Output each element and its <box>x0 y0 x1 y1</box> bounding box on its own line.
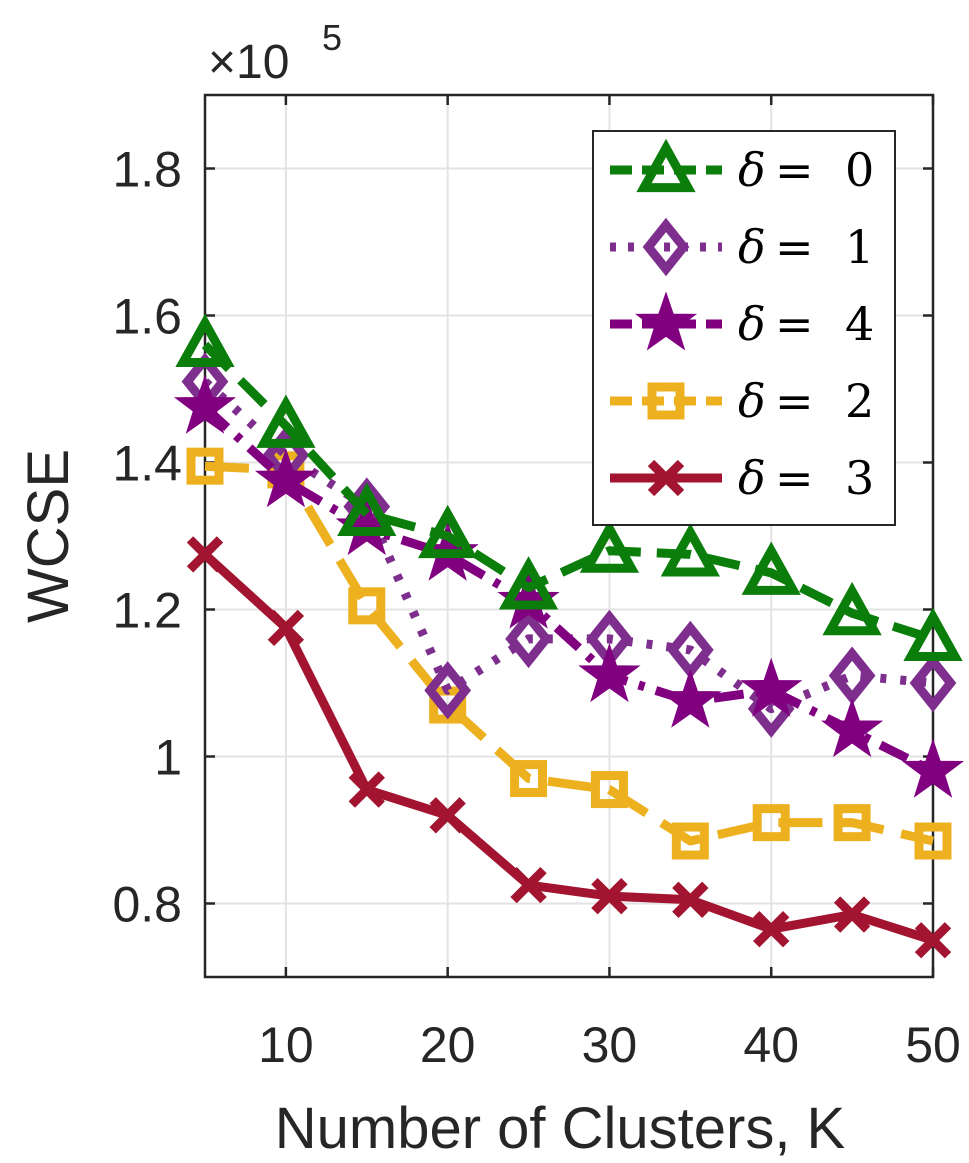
y-multiplier-label: ×10 <box>208 36 289 89</box>
legend-equals: = <box>775 220 814 274</box>
legend-marker <box>647 382 685 420</box>
data-point-marker <box>740 657 803 717</box>
data-point-marker <box>348 587 386 625</box>
legend-symbol: δ <box>738 220 766 274</box>
series-line <box>201 341 935 644</box>
data-point-marker <box>510 760 548 798</box>
data-point-marker <box>914 922 952 959</box>
legend-equals: = <box>775 143 814 197</box>
y-tick-label: 1.2 <box>112 583 182 639</box>
x-tick-label: 20 <box>420 1017 476 1073</box>
legend-entry: δ = 0 <box>610 138 874 197</box>
legend: δ = 0δ = 1δ = 4δ = 2δ = 3 <box>592 130 896 526</box>
data-point-marker <box>821 698 884 758</box>
x-axis-title: Number of Clusters, K <box>275 1096 846 1161</box>
y-axis-title: WCSE <box>16 449 81 623</box>
data-point-marker <box>256 394 316 448</box>
y-tick-label: 0.8 <box>112 877 182 933</box>
legend-equals: = <box>775 297 814 351</box>
legend-symbol: δ <box>738 297 766 351</box>
data-point-marker <box>186 536 224 573</box>
legend-symbol: δ <box>738 374 766 428</box>
legend-entry: δ = 4 <box>610 291 874 351</box>
data-point-marker <box>822 581 882 636</box>
data-point-marker <box>753 911 790 948</box>
data-point-marker <box>591 877 628 915</box>
data-point-marker <box>828 646 876 705</box>
x-tick-label: 10 <box>258 1017 314 1073</box>
data-point-marker <box>659 668 722 728</box>
legend-entry: δ = 2 <box>610 374 874 428</box>
data-point-marker <box>833 896 871 933</box>
data-point-marker <box>418 504 478 559</box>
plot-area-frame <box>203 93 935 979</box>
data-point-marker <box>671 822 709 860</box>
data-point-marker <box>579 519 640 573</box>
legend-value: 1 <box>845 220 874 274</box>
y-multiplier-exponent: 5 <box>322 17 342 58</box>
data-point-marker <box>590 771 628 809</box>
data-point-marker <box>901 738 965 798</box>
data-point-marker <box>505 609 552 669</box>
data-point-marker <box>348 771 385 808</box>
data-point-marker <box>186 447 224 485</box>
data-point-marker <box>254 448 317 508</box>
y-axis: 0.8 1 1.2 1.4 1.6 1.8 <box>112 142 933 933</box>
data-point-marker <box>510 866 547 904</box>
legend-value: 4 <box>845 297 874 351</box>
data-point-marker <box>833 804 871 842</box>
y-tick-label: 1 <box>154 730 182 786</box>
legend-equals: = <box>775 451 814 505</box>
data-point-marker <box>752 804 790 842</box>
data-point-marker <box>660 523 720 577</box>
y-tick-label: 1.6 <box>112 289 182 345</box>
data-point-marker <box>914 822 952 860</box>
data-point-marker <box>337 482 397 537</box>
legend-symbol: δ <box>738 451 766 505</box>
y-tick-label: 1.4 <box>112 436 182 492</box>
data-point-marker <box>424 661 472 720</box>
data-point-marker <box>173 374 237 434</box>
data-point-marker <box>909 653 957 713</box>
series-triangle <box>175 313 963 661</box>
data-point-marker <box>672 881 709 919</box>
data-point-marker <box>429 797 466 834</box>
data-point-marker <box>175 313 235 367</box>
x-axis: 10 20 30 40 50 <box>258 95 961 1073</box>
legend-value: 0 <box>845 143 874 197</box>
series-line <box>204 461 934 846</box>
legend-equals: = <box>775 374 814 428</box>
legend-marker <box>642 217 690 277</box>
series-layer <box>173 313 965 959</box>
legend-value: 2 <box>845 374 874 428</box>
legend-value: 3 <box>845 451 874 505</box>
legend-marker <box>647 459 685 497</box>
x-tick-label: 30 <box>582 1017 638 1073</box>
legend-marker <box>636 138 696 193</box>
data-point-marker <box>741 541 801 595</box>
series-x <box>186 536 952 959</box>
x-tick-label: 50 <box>905 1017 961 1073</box>
series-line <box>201 404 936 776</box>
data-point-marker <box>498 556 559 610</box>
legend-marker <box>634 291 698 351</box>
data-point-marker <box>578 642 641 703</box>
data-point-marker <box>903 607 963 661</box>
series-line <box>201 551 935 945</box>
y-tick-label: 1.8 <box>112 142 182 198</box>
legend-symbol: δ <box>738 143 766 197</box>
data-point-marker <box>267 609 305 647</box>
legend-entry: δ = 3 <box>610 451 874 505</box>
x-tick-label: 40 <box>743 1017 799 1073</box>
legend-entry: δ = 1 <box>610 217 874 277</box>
